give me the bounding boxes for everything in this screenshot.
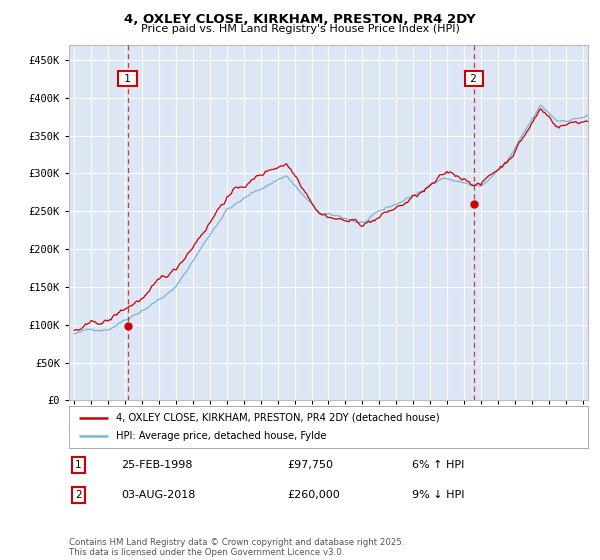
Text: 2: 2 <box>467 74 481 84</box>
Text: 9% ↓ HPI: 9% ↓ HPI <box>412 490 464 500</box>
Text: 25-FEB-1998: 25-FEB-1998 <box>121 460 193 470</box>
Text: 4, OXLEY CLOSE, KIRKHAM, PRESTON, PR4 2DY (detached house): 4, OXLEY CLOSE, KIRKHAM, PRESTON, PR4 2D… <box>116 413 439 423</box>
Text: HPI: Average price, detached house, Fylde: HPI: Average price, detached house, Fyld… <box>116 431 326 441</box>
Text: 4, OXLEY CLOSE, KIRKHAM, PRESTON, PR4 2DY: 4, OXLEY CLOSE, KIRKHAM, PRESTON, PR4 2D… <box>124 13 476 26</box>
Text: £97,750: £97,750 <box>287 460 333 470</box>
Text: Contains HM Land Registry data © Crown copyright and database right 2025.
This d: Contains HM Land Registry data © Crown c… <box>69 538 404 557</box>
Text: 2: 2 <box>75 490 82 500</box>
Text: 1: 1 <box>75 460 82 470</box>
Text: 6% ↑ HPI: 6% ↑ HPI <box>412 460 464 470</box>
Text: £260,000: £260,000 <box>287 490 340 500</box>
Text: 03-AUG-2018: 03-AUG-2018 <box>121 490 195 500</box>
Text: Price paid vs. HM Land Registry's House Price Index (HPI): Price paid vs. HM Land Registry's House … <box>140 24 460 34</box>
Text: 1: 1 <box>121 74 134 84</box>
